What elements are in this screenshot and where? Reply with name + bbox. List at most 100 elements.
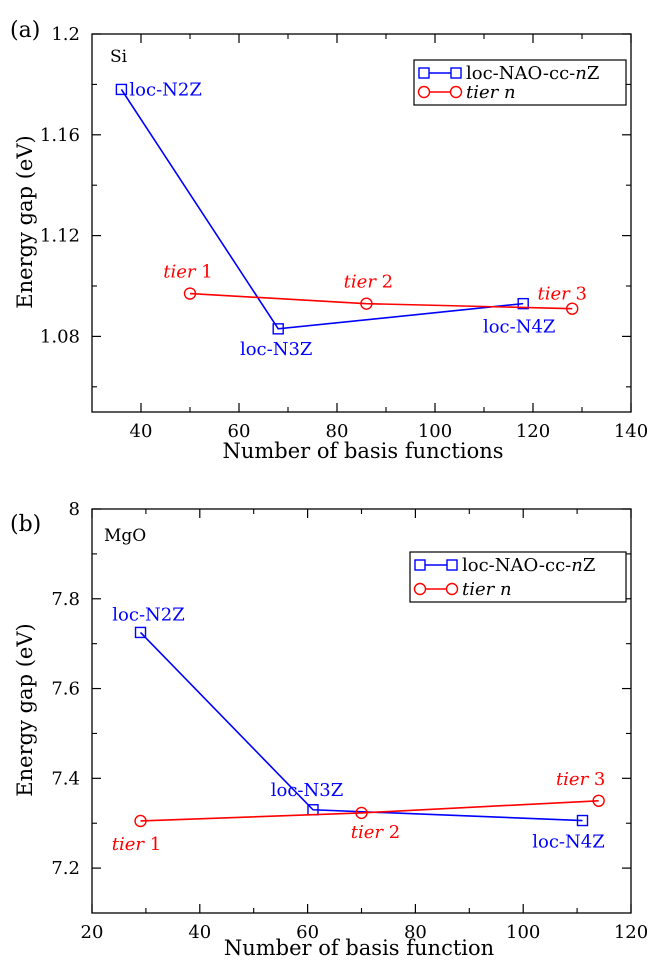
y-tick-label: 7.4 (51, 768, 80, 789)
data-point-square (576, 814, 589, 827)
legend-entry: loc-NAO-cc-nZ (466, 63, 599, 84)
panel-label: (a) (10, 18, 40, 43)
data-point-square (134, 626, 147, 639)
data-point-circle (592, 794, 605, 807)
x-axis-label: Number of basis functions (222, 439, 503, 463)
point-label: loc-N4Z (483, 317, 555, 338)
data-point-square (517, 297, 529, 310)
y-tick-label: 1.2 (51, 24, 80, 45)
point-label: tier 2 (344, 272, 393, 293)
x-tick-label: 80 (326, 421, 349, 442)
point-label-part: tier (556, 769, 590, 790)
point-label: loc-N2Z (112, 604, 184, 625)
legend-entry-part: tier n (462, 579, 512, 600)
legend-marker-circle (417, 85, 431, 99)
point-label-part: 3 (570, 284, 587, 305)
point-label: loc-N3Z (271, 780, 343, 801)
data-point-square (115, 83, 128, 96)
panel-label: (b) (10, 512, 41, 537)
y-tick-label: 8 (69, 499, 80, 520)
legend-entry-part: loc-NAO-cc- (462, 555, 571, 576)
legend-marker-square (414, 559, 426, 571)
y-tick-label: 7.8 (51, 589, 80, 610)
data-point-circle (134, 814, 147, 828)
x-tick-label: 40 (188, 922, 211, 943)
legend-marker-circle (449, 85, 463, 99)
data-point-circle (566, 302, 579, 315)
point-label-part: 2 (376, 272, 393, 293)
chart-panel-a: 40 60 80 100 120 140 1.08 1.12 1.16 1.2 (a) Si Numbe… (10, 18, 648, 463)
data-point-square (272, 323, 284, 335)
x-tick-label: 140 (614, 421, 648, 442)
series-line (189, 292, 573, 310)
point-label-part: 2 (383, 822, 400, 843)
series-line (140, 799, 599, 822)
x-tick-label: 120 (516, 421, 550, 442)
plot-frame (91, 33, 632, 413)
y-axis-label: Energy gap (eV) (13, 135, 37, 308)
legend-marker-square (418, 67, 430, 79)
point-label-part: tier (112, 834, 146, 855)
point-label-part: 1 (196, 262, 213, 283)
legend-marker-square (446, 559, 458, 571)
y-tick-label: 1.16 (40, 125, 80, 146)
point-label-part: tier (344, 272, 378, 293)
series-line (120, 89, 524, 330)
x-tick-label: 80 (404, 922, 427, 943)
series-line (139, 631, 583, 822)
point-label-part: loc-N3Z (271, 780, 343, 801)
legend-entry: loc-NAO-cc-nZ (462, 555, 595, 576)
series-loc-nao: loc-N2Z loc-N3Z loc-N4Z (112, 604, 604, 852)
material-label: MgO (104, 526, 146, 546)
x-tick-label: 60 (228, 421, 251, 442)
series-loc-nao: loc-N2Z loc-N3Z loc-N4Z (115, 79, 555, 360)
legend-entry: tier n (466, 82, 516, 103)
point-label-part: loc-N4Z (532, 832, 604, 853)
point-label-part: 1 (144, 834, 161, 855)
chart-panel-b: 20 40 60 80 100 120 7.2 7.4 7.6 7.8 8 (b) MgO Number … (10, 499, 648, 960)
legend-entry-part: tier n (466, 82, 516, 103)
point-label: tier 3 (537, 284, 586, 305)
point-label-part: loc-N4Z (483, 317, 555, 338)
legend: loc-NAO-cc-nZ tier n (409, 551, 627, 603)
legend-marker-square (450, 67, 462, 79)
legend-marker-circle (413, 582, 427, 596)
y-tick-label: 7.2 (51, 858, 80, 879)
point-label-part: loc-N2Z (112, 604, 184, 625)
point-label-part: tier (537, 284, 571, 305)
legend-box (413, 59, 627, 106)
data-point-circle (360, 297, 373, 310)
point-label-part: loc-N3Z (240, 339, 312, 360)
point-label: tier 1 (112, 834, 161, 855)
legend-marker-circle (445, 582, 459, 596)
data-point-circle (183, 287, 197, 300)
legend-entry: tier n (462, 579, 512, 600)
legend-entry-part: n (575, 63, 587, 84)
point-label-part: tier (163, 262, 197, 283)
point-label: loc-N2Z (129, 79, 201, 100)
point-label-part: 3 (588, 769, 605, 790)
x-tick-label: 100 (418, 421, 452, 442)
y-tick-label: 7.6 (51, 679, 80, 700)
x-tick-label: 20 (81, 922, 104, 943)
x-axis-label: Number of basis function (224, 936, 494, 960)
x-tick-label: 60 (296, 922, 319, 943)
point-label-part: tier (351, 822, 385, 843)
legend-box (409, 551, 627, 603)
point-label: tier 2 (351, 822, 400, 843)
material-label: Si (110, 47, 128, 67)
y-axis-label: Energy gap (eV) (13, 623, 37, 796)
y-tick-label: 1.08 (40, 326, 80, 347)
point-label: loc-N4Z (532, 832, 604, 853)
point-label: loc-N3Z (240, 339, 312, 360)
legend-entry-part: n (571, 555, 583, 576)
point-label: tier 3 (556, 769, 605, 790)
point-label: tier 1 (163, 262, 212, 283)
point-label-part: loc-N2Z (129, 79, 201, 100)
legend-entry-part: Z (587, 63, 600, 84)
data-point-circle (355, 806, 368, 820)
legend-entry-part: loc-NAO-cc- (466, 63, 575, 84)
